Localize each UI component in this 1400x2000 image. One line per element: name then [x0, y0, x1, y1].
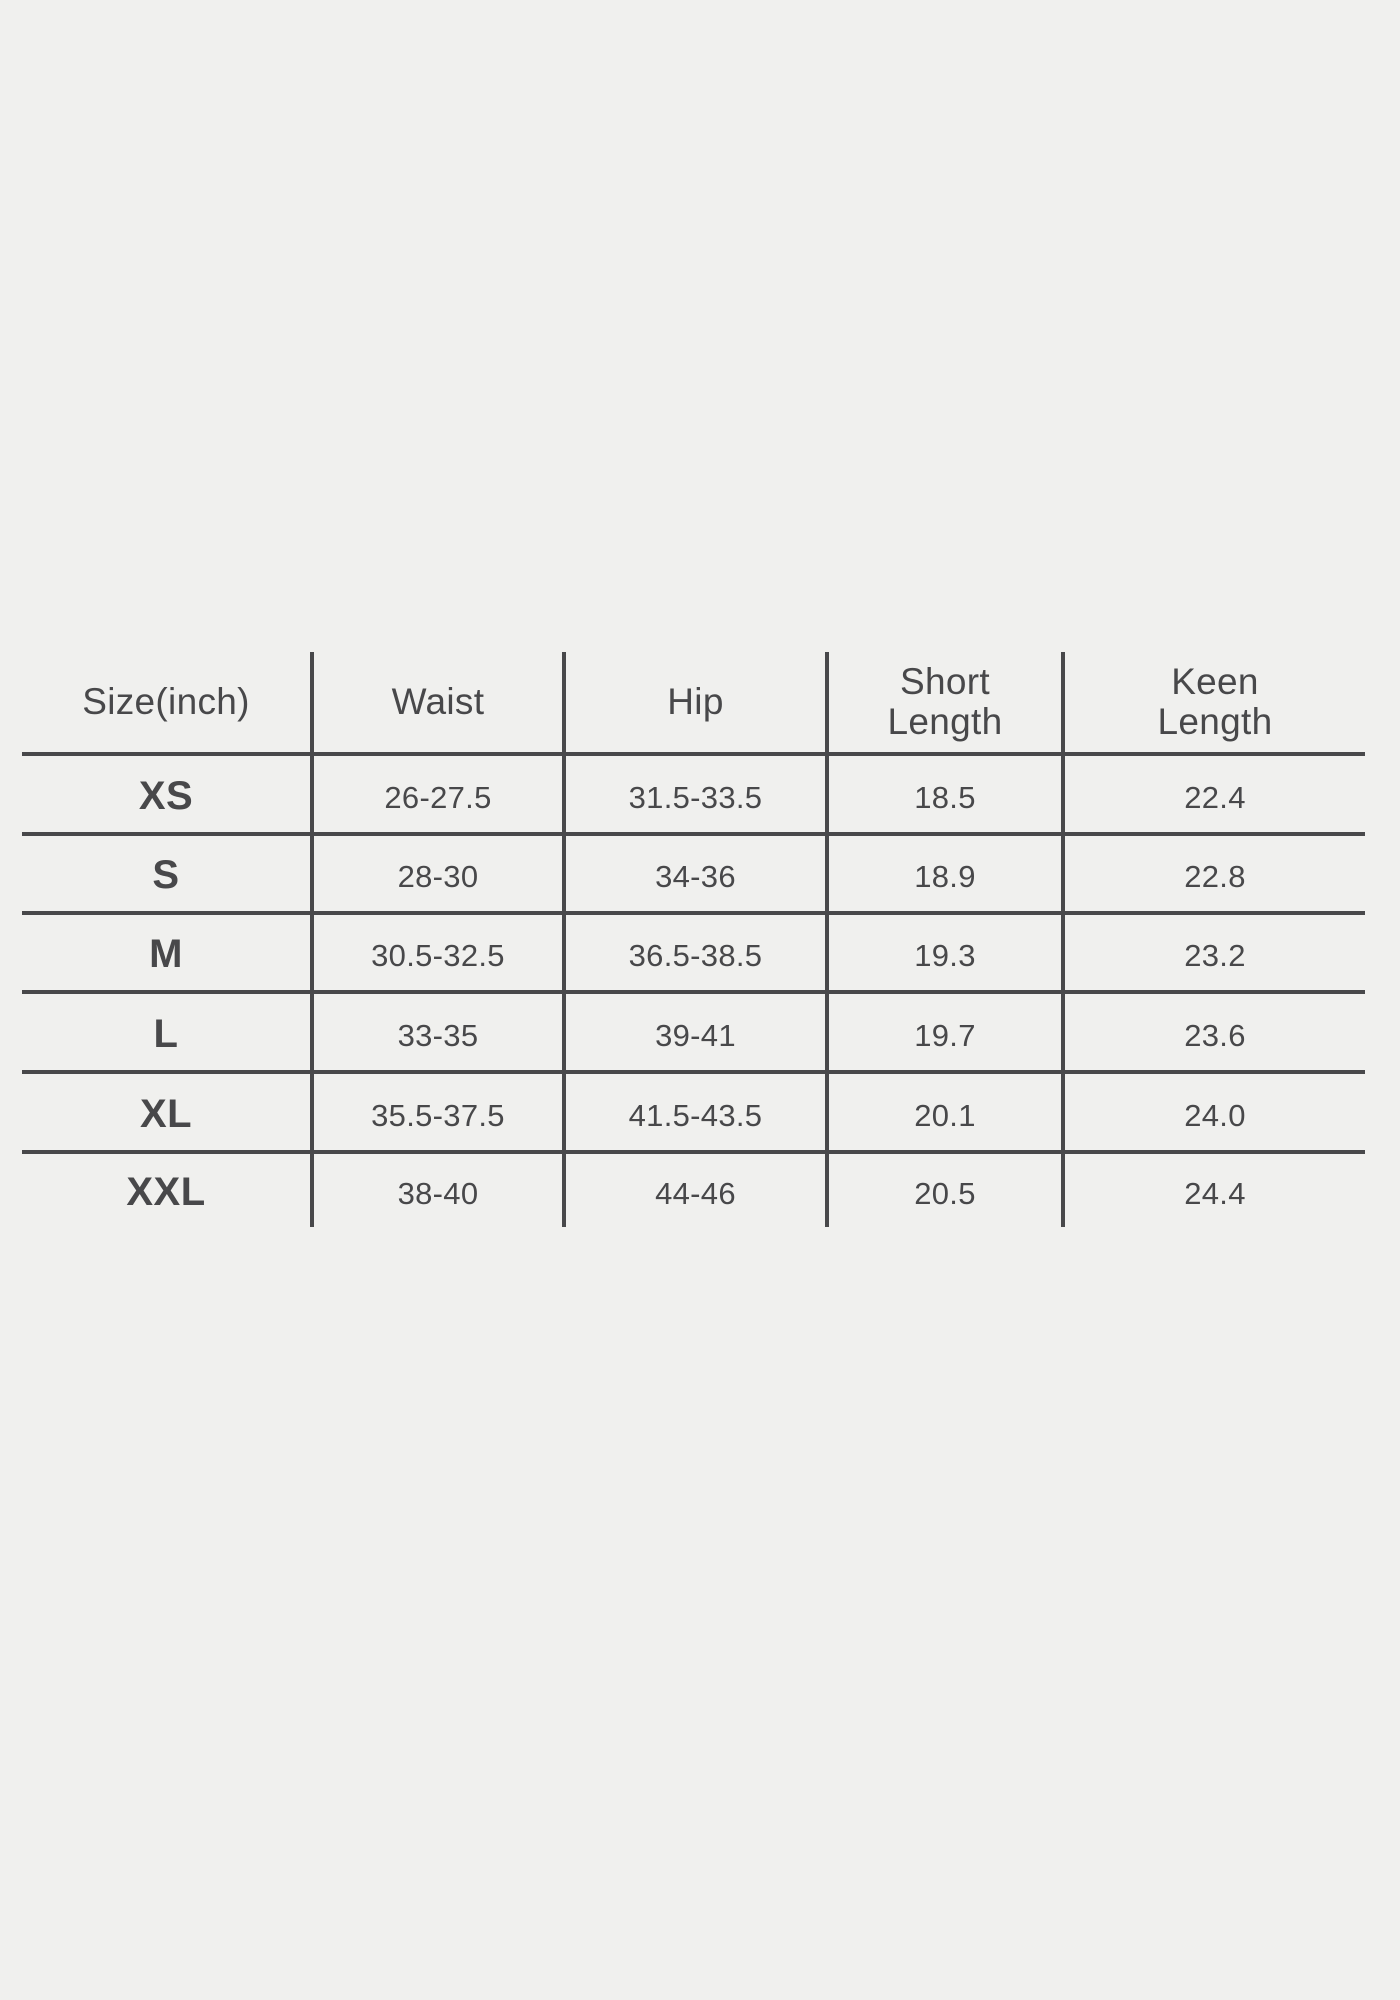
hip-cell: 34-36 — [566, 836, 829, 911]
short-length-cell: 19.3 — [829, 915, 1065, 990]
size-cell: S — [22, 836, 314, 911]
size-chart-table: Size(inch) Waist Hip Short Length Keen L… — [22, 652, 1365, 1227]
waist-cell: 35.5-37.5 — [314, 1074, 566, 1150]
header-label-keen: Keen — [1171, 661, 1259, 702]
table-header-row: Size(inch) Waist Hip Short Length Keen L… — [22, 652, 1365, 756]
size-cell: XS — [22, 756, 314, 832]
short-length-cell: 20.1 — [829, 1074, 1065, 1150]
table-row-m: M 30.5-32.5 36.5-38.5 19.3 23.2 — [22, 915, 1365, 994]
short-length-cell: 20.5 — [829, 1154, 1065, 1227]
keen-length-cell: 22.4 — [1184, 779, 1246, 815]
keen-length-cell: 23.6 — [1184, 1017, 1246, 1053]
short-length-cell: 18.5 — [829, 756, 1065, 832]
table-row-l: L 33-35 39-41 19.7 23.6 — [22, 994, 1365, 1074]
size-cell: XL — [22, 1074, 314, 1150]
short-length-cell: 19.7 — [829, 994, 1065, 1070]
hip-cell: 44-46 — [566, 1154, 829, 1227]
header-cell-short-length: Short Length — [829, 652, 1065, 752]
keen-length-cell: 24.4 — [1184, 1176, 1246, 1211]
keen-length-cell: 23.2 — [1184, 938, 1246, 973]
header-cell-size: Size(inch) — [22, 652, 314, 752]
waist-cell: 30.5-32.5 — [314, 915, 566, 990]
table-row-s: S 28-30 34-36 18.9 22.8 — [22, 836, 1365, 915]
header-cell-waist: Waist — [314, 652, 566, 752]
keen-length-cell: 22.8 — [1184, 859, 1246, 894]
header-label-size: Size(inch) — [82, 681, 250, 722]
waist-cell: 33-35 — [314, 994, 566, 1070]
header-label-keen-length: Length — [1157, 701, 1273, 742]
short-length-cell: 18.9 — [829, 836, 1065, 911]
table-row-xl: XL 35.5-37.5 41.5-43.5 20.1 24.0 — [22, 1074, 1365, 1154]
header-label-hip: Hip — [667, 681, 724, 722]
waist-cell: 38-40 — [314, 1154, 566, 1227]
header-label-short-length: Length — [887, 701, 1003, 742]
size-cell: XXL — [22, 1154, 314, 1227]
header-label-short: Short — [900, 661, 990, 702]
header-cell-keen-length: Keen Length — [1065, 652, 1365, 752]
hip-cell: 39-41 — [566, 994, 829, 1070]
hip-cell: 36.5-38.5 — [566, 915, 829, 990]
hip-cell: 41.5-43.5 — [566, 1074, 829, 1150]
waist-cell: 28-30 — [314, 836, 566, 911]
table-row-xs: XS 26-27.5 31.5-33.5 18.5 22.4 — [22, 756, 1365, 836]
header-label-waist: Waist — [391, 681, 485, 722]
size-cell: M — [22, 915, 314, 990]
header-cell-hip: Hip — [566, 652, 829, 752]
size-cell: L — [22, 994, 314, 1070]
hip-cell: 31.5-33.5 — [566, 756, 829, 832]
table-row-xxl: XXL 38-40 44-46 20.5 24.4 — [22, 1154, 1365, 1227]
keen-length-cell: 24.0 — [1184, 1097, 1246, 1133]
waist-cell: 26-27.5 — [314, 756, 566, 832]
